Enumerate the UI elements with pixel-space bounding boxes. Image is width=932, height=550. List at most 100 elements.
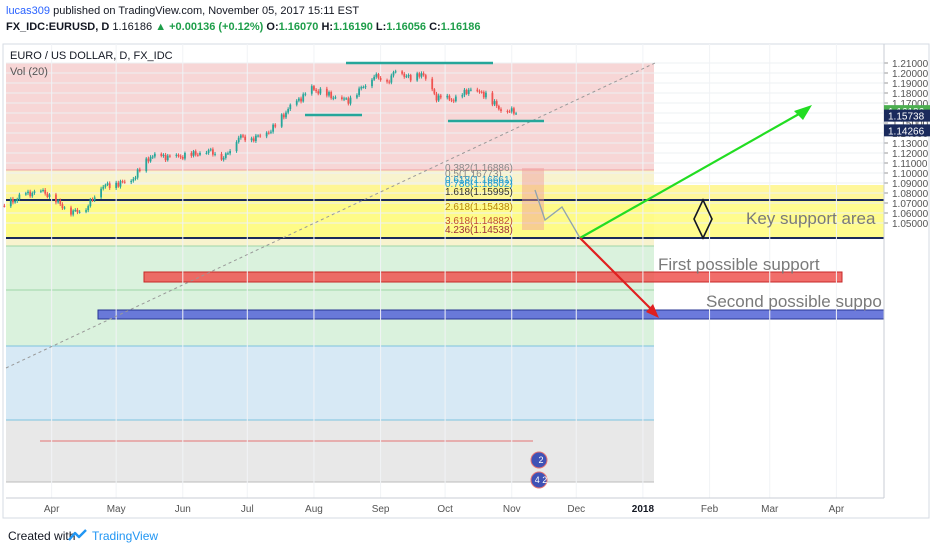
x-tick-label: Oct — [437, 504, 453, 515]
candle-body — [310, 86, 313, 94]
candle-body — [356, 95, 358, 98]
candle-body — [377, 74, 380, 78]
candle-body — [205, 152, 208, 154]
candle-body — [12, 198, 14, 203]
candle-body — [373, 76, 376, 80]
x-tick-label: Apr — [44, 504, 60, 515]
candle-body — [409, 75, 412, 81]
candle-body — [115, 182, 118, 188]
x-tick-label: Aug — [305, 504, 323, 515]
candle-body — [102, 186, 105, 189]
candle-body — [78, 211, 81, 213]
candle-body — [40, 190, 42, 192]
candle-body — [16, 198, 19, 201]
y-tick-label: 1.05000 — [892, 219, 929, 230]
publish-line: lucas309 published on TradingView.com, N… — [6, 5, 359, 17]
fib-level-label: 0.5(1.16773) — [445, 169, 502, 180]
candle-body — [401, 71, 403, 74]
candle-body — [461, 95, 464, 97]
candle-body — [255, 135, 257, 142]
close-value: 1.16186 — [440, 21, 481, 33]
event-badge[interactable]: 4 2 — [530, 471, 548, 489]
candle-body — [315, 89, 317, 92]
price-badge-label: 1.14266 — [888, 126, 925, 137]
fib-level-label: 3.618(1.14882) — [445, 216, 513, 227]
candle-body — [61, 204, 64, 209]
candle-body — [42, 189, 44, 191]
second-support-rect[interactable] — [97, 309, 885, 320]
candle-body — [89, 199, 92, 207]
candle-body — [287, 109, 290, 113]
candle-body — [347, 98, 350, 104]
fib-level-label: 0.786(1.16502) — [445, 179, 513, 190]
candle-body — [93, 197, 96, 201]
candle-body — [420, 73, 423, 77]
candle-body — [235, 142, 238, 152]
candle-body — [9, 198, 12, 207]
candle-body — [136, 169, 139, 178]
candle-body — [330, 92, 333, 99]
candle-body — [289, 104, 292, 110]
candle-body — [106, 183, 109, 185]
event-badge[interactable]: 2 — [530, 451, 548, 469]
x-tick-label: Jul — [241, 504, 254, 515]
x-tick-label: Sep — [372, 504, 390, 515]
high-label: H: — [321, 21, 334, 33]
candle-body — [508, 111, 511, 113]
projection-path[interactable] — [534, 189, 581, 239]
candle-body — [360, 87, 363, 89]
candle-body — [207, 150, 210, 153]
y-tick-label: 1.10000 — [892, 169, 929, 180]
last-price: 1.16186 — [112, 21, 153, 33]
candle-body — [72, 210, 75, 215]
candle-body — [31, 192, 34, 197]
y-tick-label: 1.08000 — [892, 189, 929, 200]
price-badge-label: 1.15738 — [888, 112, 925, 123]
candle-body — [515, 113, 517, 115]
first-support-rect[interactable] — [143, 271, 843, 283]
event-badge-icon — [530, 471, 548, 489]
candle-body — [463, 89, 466, 96]
candle-body — [87, 206, 90, 211]
y-tick-label: 1.19000 — [892, 79, 929, 90]
candle-body — [14, 200, 16, 203]
candle-body — [452, 100, 455, 102]
y-tick-label: 1.06000 — [892, 209, 929, 220]
candle-body — [424, 75, 427, 79]
candle-body — [282, 114, 285, 118]
annotation-text[interactable]: Second possible suppo — [706, 292, 882, 311]
zone-blue — [6, 346, 654, 420]
candle-body — [74, 209, 77, 211]
volume-indicator-label[interactable]: Vol (20) — [10, 66, 48, 78]
candle-body — [121, 181, 124, 183]
fib-extension-box[interactable] — [522, 168, 544, 230]
candle-body — [285, 112, 287, 118]
x-tick-label: May — [107, 504, 126, 515]
candle-body — [151, 156, 154, 158]
bullish-arrow[interactable] — [579, 109, 807, 239]
bearish-arrow[interactable] — [579, 237, 655, 313]
candle-body — [270, 131, 272, 133]
candle-body — [214, 153, 216, 155]
annotation-text[interactable]: Key support area — [746, 209, 876, 228]
close-label: C: — [429, 21, 441, 33]
candle-body — [227, 153, 229, 155]
chart-area[interactable]: 0.382(1.16886) 0.5(1.16773) 0.618(1.16661)… — [0, 42, 932, 520]
tradingview-brand[interactable]: TradingView — [92, 529, 159, 543]
y-tick-label: 1.09000 — [892, 179, 929, 190]
candle-body — [48, 194, 51, 198]
x-tick-label: Nov — [503, 504, 521, 515]
candle-body — [184, 152, 186, 159]
publisher-link[interactable]: lucas309 — [6, 5, 51, 17]
candle-body — [439, 95, 442, 98]
candle-body — [431, 78, 434, 90]
candle-body — [169, 155, 171, 157]
annotation-text[interactable]: First possible support — [658, 255, 820, 274]
price-chart[interactable]: 0.382(1.16886)0.5(1.16773)0.618(1.16661)… — [0, 42, 932, 520]
candle-body — [181, 157, 184, 159]
high-value: 1.16190 — [333, 21, 373, 33]
candle-body — [149, 157, 152, 162]
candle-body — [108, 183, 111, 188]
candle-body — [33, 191, 36, 193]
candle-body — [130, 180, 133, 183]
